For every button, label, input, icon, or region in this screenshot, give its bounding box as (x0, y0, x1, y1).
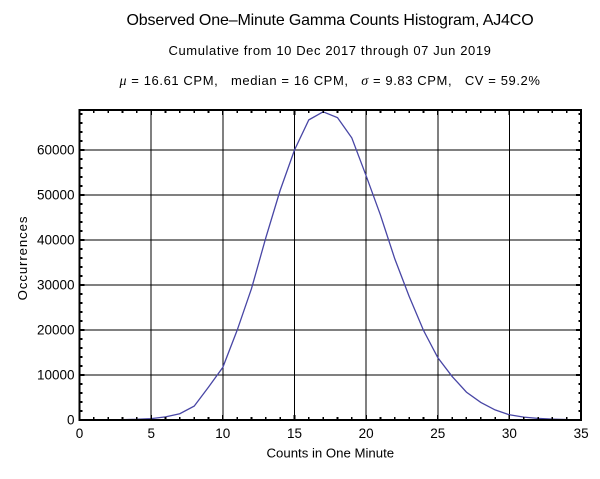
svg-text:10: 10 (215, 426, 230, 441)
svg-text:Cumulative from 10 Dec 2017 th: Cumulative from 10 Dec 2017 through 07 J… (168, 43, 491, 58)
svg-text:0: 0 (67, 413, 75, 428)
svg-text:30: 30 (502, 426, 517, 441)
svg-text:15: 15 (287, 426, 302, 441)
svg-text:20: 20 (359, 426, 374, 441)
svg-text:Counts in One Minute: Counts in One Minute (267, 446, 395, 461)
svg-text:Occurrences: Occurrences (15, 216, 30, 301)
svg-text:30000: 30000 (37, 278, 75, 293)
svg-text:40000: 40000 (37, 233, 75, 248)
svg-text:25: 25 (430, 426, 445, 441)
svg-text:μ = 16.61 CPM, median = 16 C: μ = 16.61 CPM, median = 16 CPM, σ = 9.83… (118, 73, 540, 89)
svg-text:0: 0 (76, 426, 84, 441)
svg-text:35: 35 (574, 426, 589, 441)
svg-text:50000: 50000 (37, 188, 75, 203)
svg-text:60000: 60000 (37, 143, 75, 158)
svg-text:Observed One–Minute Gamma Coun: Observed One–Minute Gamma Counts Histogr… (126, 12, 533, 29)
svg-text:20000: 20000 (37, 323, 75, 338)
svg-text:10000: 10000 (37, 368, 75, 383)
svg-text:5: 5 (147, 426, 155, 441)
